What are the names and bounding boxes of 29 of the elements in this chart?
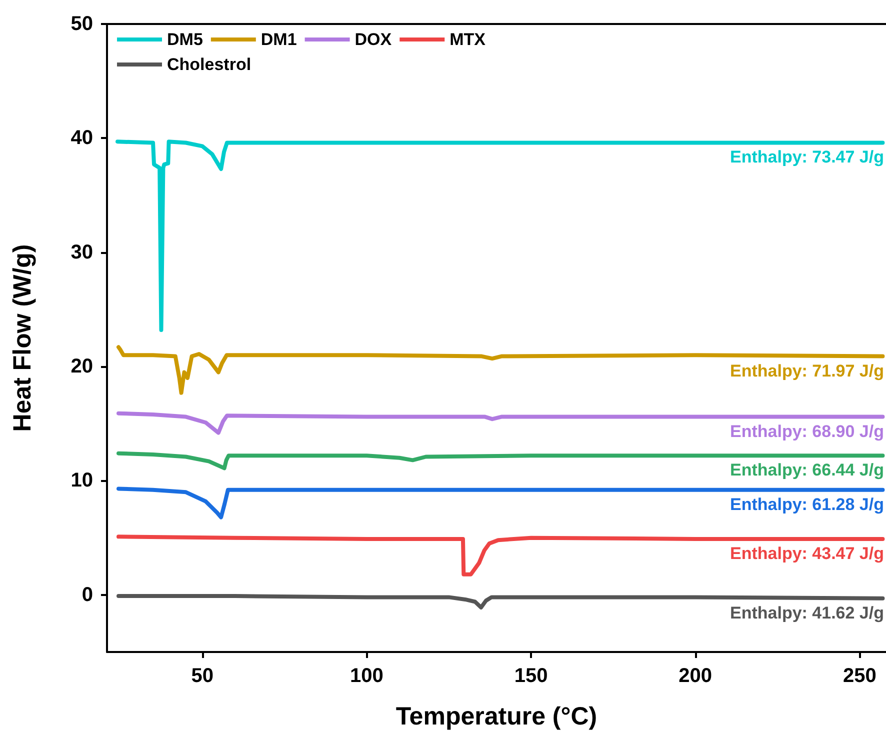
annotation: Enthalpy: 71.97 J/g	[730, 361, 884, 380]
y-tick-label: 0	[82, 584, 93, 606]
line-series	[116, 140, 885, 332]
legend-label: DM1	[260, 30, 297, 49]
x-tick-label: 100	[350, 665, 384, 687]
y-tick-label: 40	[70, 127, 93, 150]
x-tick-label: 50	[191, 665, 214, 687]
x-tick-label: 200	[678, 665, 712, 687]
annotation: Enthalpy: 41.62 J/g	[730, 603, 884, 622]
line-series	[116, 486, 885, 520]
legend-label: MTX	[450, 30, 486, 49]
y-tick-label: 20	[70, 356, 93, 378]
legend-label: DOX	[354, 30, 392, 49]
annotation: Enthalpy: 68.90 J/g	[730, 422, 884, 441]
annotation: Enthalpy: 61.28 J/g	[730, 494, 884, 514]
line-series	[116, 345, 885, 395]
annotation: Enthalpy: 66.44 J/g	[730, 460, 884, 480]
annotation: Enthalpy: 73.47 J/g	[730, 148, 884, 167]
y-tick-label: 10	[70, 470, 93, 492]
line-series	[116, 534, 885, 576]
legend-label: DM5	[167, 30, 203, 49]
x-tick-label: 150	[514, 665, 548, 687]
legend-label: Cholestrol	[167, 55, 252, 74]
x-axis-title: Temperature (°C)	[396, 702, 598, 730]
y-tick-label: 30	[70, 241, 93, 264]
y-axis-title: Heat Flow (W/g)	[8, 244, 36, 432]
y-tick-label: 50	[70, 13, 93, 35]
annotation: Enthalpy: 43.47 J/g	[730, 544, 884, 563]
x-tick-label: 250	[843, 665, 876, 687]
